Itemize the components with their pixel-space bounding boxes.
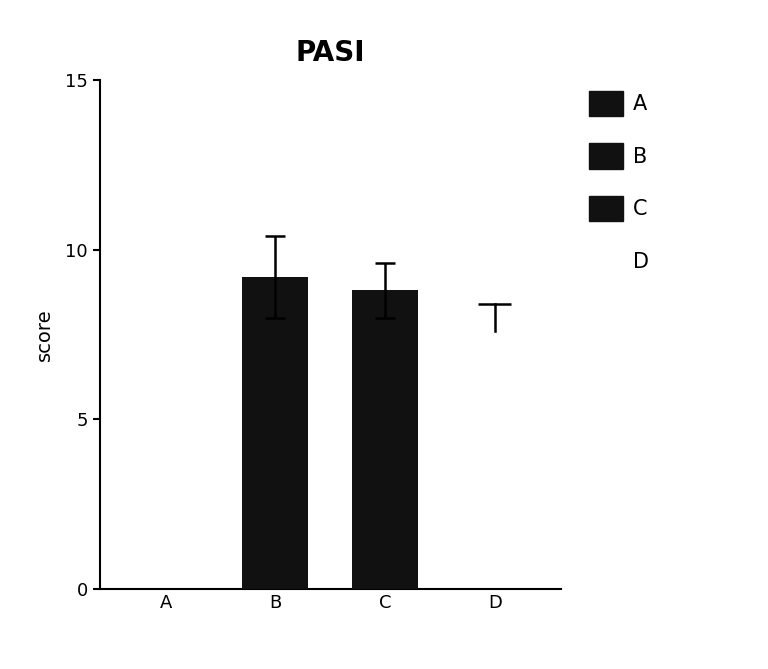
Bar [243, 277, 308, 589]
Y-axis label: score: score [35, 308, 54, 361]
Bar [353, 290, 418, 589]
Title: PASI: PASI [296, 39, 365, 67]
Legend: A, B, C, D: A, B, C, D [590, 91, 649, 274]
